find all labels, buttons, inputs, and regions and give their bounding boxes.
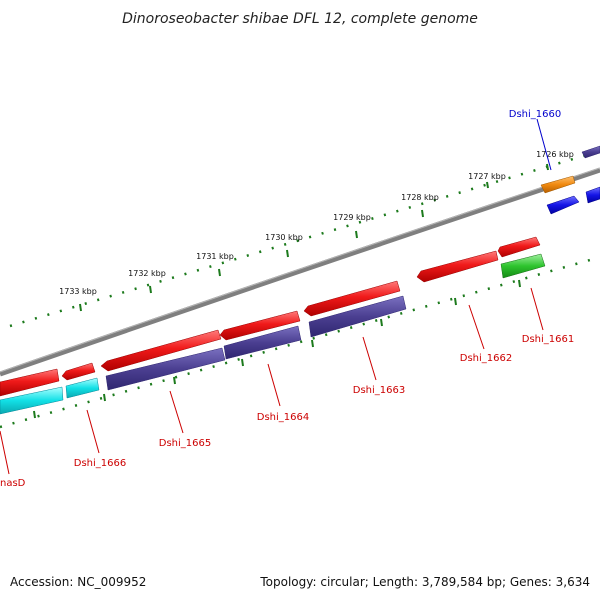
major-tick — [380, 318, 383, 327]
gene-label-dshi-1666[interactable]: Dshi_1666 — [74, 458, 126, 469]
gene-dshi-1661-green[interactable] — [500, 253, 546, 279]
gene-dshi-1666-cyan[interactable] — [65, 377, 100, 399]
gene-dshi-1663-navy[interactable] — [308, 295, 407, 338]
major-tick — [486, 181, 489, 189]
tick-label: 1728 kbp — [401, 193, 439, 202]
kbp-scale: 1726 kbp 1727 kbp 1728 kbp 1729 kbp 1730… — [59, 150, 574, 312]
gene-dshi-1661-red[interactable] — [497, 236, 541, 258]
gene-dshi-1665-red[interactable] — [100, 329, 222, 372]
leader-line — [536, 118, 552, 171]
gene-label-dshi-1665[interactable]: Dshi_1665 — [159, 438, 211, 449]
major-tick — [173, 376, 176, 385]
gene-dshi-1666-red[interactable] — [61, 362, 96, 381]
leader-lines — [0, 118, 552, 475]
leader-line — [0, 430, 10, 475]
leader-line — [267, 363, 281, 407]
gene-blue-right-edge[interactable] — [585, 186, 600, 204]
tick-label: 1730 kbp — [265, 233, 303, 242]
major-tick — [421, 209, 424, 218]
gene-label-dshi-1663[interactable]: Dshi_1663 — [353, 385, 405, 396]
tick-label: 1729 kbp — [333, 213, 371, 222]
gene-labels: Dshi_1660 Dshi_1661 Dshi_1662 Dshi_1663 … — [0, 109, 574, 489]
major-tick — [33, 410, 36, 419]
gene-label-dshi-1662[interactable]: Dshi_1662 — [460, 353, 512, 364]
gene-dshi-1663-red[interactable] — [303, 280, 401, 317]
gene-label-nasd[interactable]: nasD — [0, 478, 26, 489]
gene-dshi-1665-navy[interactable] — [105, 347, 226, 391]
inner-major-ticks — [33, 279, 521, 419]
leader-line — [169, 390, 184, 434]
genome-summary-text: Topology: circular; Length: 3,789,584 bp… — [259, 575, 590, 589]
genome-backbone-highlight — [0, 167, 600, 373]
tick-label: 1732 kbp — [128, 269, 166, 278]
major-tick — [311, 339, 314, 348]
leader-line — [530, 287, 544, 331]
gene-dshi-1664-red[interactable] — [219, 310, 301, 341]
gene-label-dshi-1664[interactable]: Dshi_1664 — [257, 412, 309, 423]
major-tick — [103, 393, 106, 402]
leader-line — [86, 409, 100, 454]
accession-text: Accession: NC_009952 — [10, 575, 146, 589]
tick-label: 1733 kbp — [59, 287, 97, 296]
major-tick — [286, 249, 289, 258]
leader-line — [362, 336, 377, 381]
gene-nasd-cyan[interactable] — [0, 386, 64, 415]
major-tick — [454, 297, 457, 306]
gene-dshi-1662[interactable] — [416, 250, 499, 283]
major-tick — [149, 285, 152, 294]
map-title: Dinoroseobacter shibae DFL 12, complete … — [122, 11, 478, 27]
major-tick — [546, 163, 549, 171]
major-tick — [518, 279, 521, 288]
leader-line — [468, 304, 485, 350]
genome-backbone — [0, 167, 600, 377]
gene-label-dshi-1660[interactable]: Dshi_1660 — [509, 109, 561, 120]
major-tick — [218, 268, 221, 277]
major-tick — [79, 303, 82, 312]
gene-dshi-1660-blue[interactable] — [546, 195, 580, 215]
gene-dshi-1664-navy[interactable] — [223, 325, 302, 360]
major-tick — [355, 230, 358, 239]
tick-label: 1731 kbp — [196, 252, 234, 261]
major-tick — [241, 358, 244, 367]
gene-dshi-1660-orange[interactable] — [540, 175, 576, 194]
gene-nasd-red[interactable] — [0, 368, 60, 397]
gene-navy-right-top[interactable] — [581, 145, 600, 159]
tick-label: 1726 kbp — [536, 150, 574, 159]
gene-label-dshi-1661[interactable]: Dshi_1661 — [522, 334, 574, 345]
gene-track — [0, 145, 600, 415]
tick-label: 1727 kbp — [468, 172, 506, 181]
